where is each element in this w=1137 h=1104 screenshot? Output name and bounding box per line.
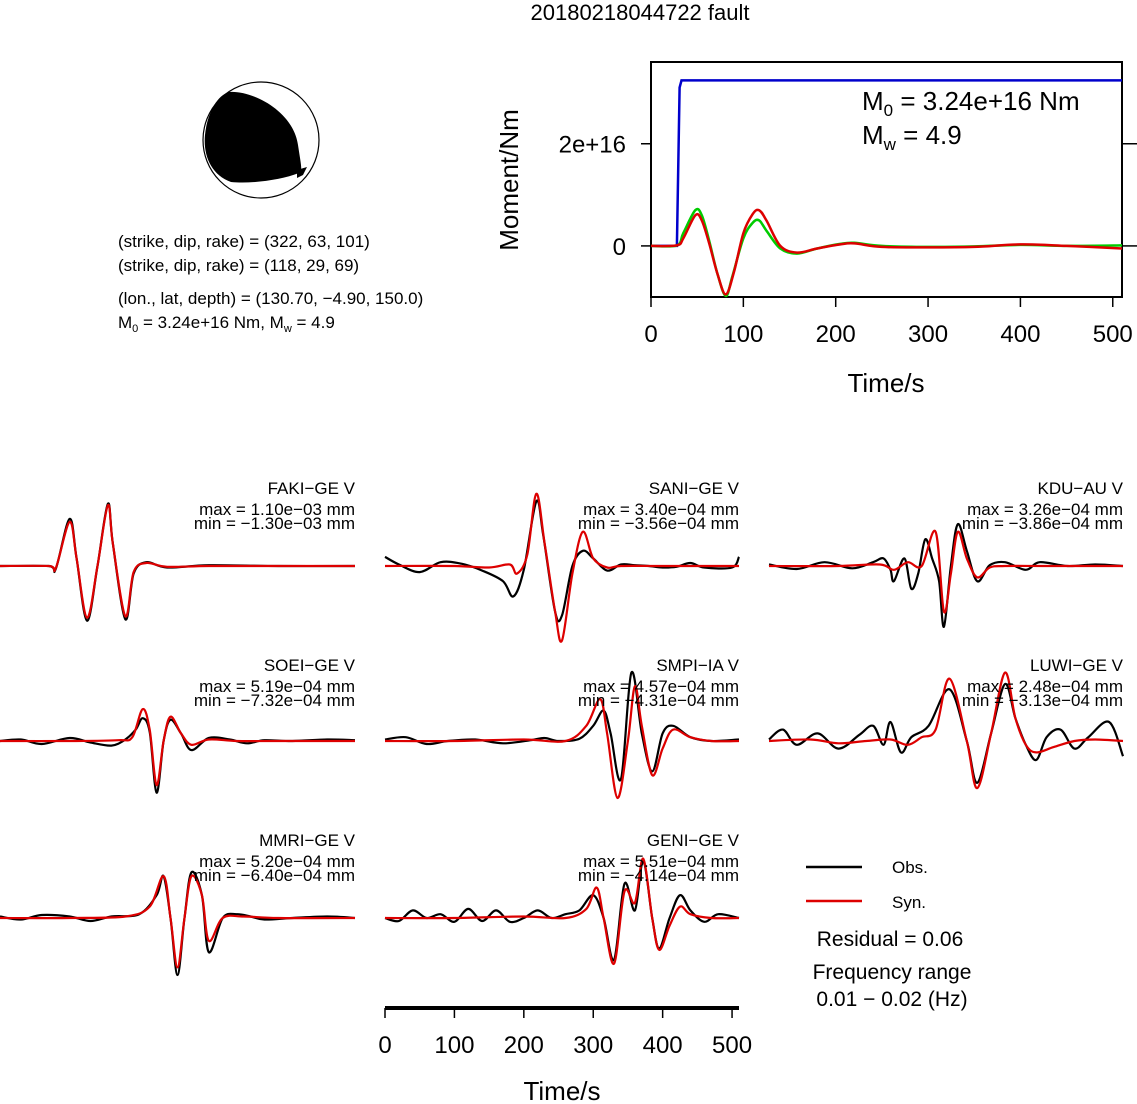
moment-annotation-mw: Mw = 4.9 xyxy=(862,120,962,154)
waveform-x-axis-label: Time/s xyxy=(523,1076,600,1104)
moment-series-line xyxy=(650,207,1123,298)
moment-x-tick-label: 0 xyxy=(644,321,657,348)
station-min-label: min = −1.30e−03 mm xyxy=(194,514,355,533)
moment-x-tick-label: 300 xyxy=(908,321,948,348)
station-min-label: min = −3.13e−04 mm xyxy=(962,691,1123,710)
waveform-time-axis: 0 100 200 300 400 500 Time/s xyxy=(378,1006,752,1104)
moment-x-tick-label: 100 xyxy=(723,321,763,348)
moment-function-chart: 0 100 200 300 400 500 0 2e+16 Moment/Nm Time/s… xyxy=(494,61,1137,398)
moment-summary: M0 = 3.24e+16 Nm, Mw = 4.9 xyxy=(118,313,335,335)
station-label: GENI−GE V xyxy=(647,831,740,850)
synthetic-waveform xyxy=(0,874,356,969)
station-min-label: min = −3.56e−04 mm xyxy=(578,514,739,533)
observed-waveform xyxy=(768,523,1124,628)
moment-y-axis-label: Moment/Nm xyxy=(494,109,524,251)
station-max-label: max = 4.57e−04 mm xyxy=(583,677,739,696)
station-max-label: max = 3.26e−04 mm xyxy=(967,500,1123,519)
synthetic-waveform xyxy=(0,707,355,787)
synthetic-waveform xyxy=(768,671,1124,790)
moment-series-line xyxy=(650,208,1123,296)
synthetic-waveform xyxy=(384,492,739,643)
synthetic-waveform xyxy=(768,529,1123,614)
figure-title: 20180218044722 fault xyxy=(531,0,750,25)
moment-x-tick-label: 500 xyxy=(1093,321,1133,348)
waveform-x-tick-label: 400 xyxy=(643,1032,683,1059)
moment-x-tick-label: 200 xyxy=(816,321,856,348)
station-label: LUWI−GE V xyxy=(1030,656,1124,675)
moment-y-tick-label: 0 xyxy=(613,234,626,261)
waveform-x-tick-label: 200 xyxy=(504,1032,544,1059)
waveform-x-tick-label: 100 xyxy=(434,1032,474,1059)
station-max-label: max = 2.48e−04 mm xyxy=(967,677,1123,696)
station-min-label: min = −7.32e−04 mm xyxy=(194,691,355,710)
synthetic-waveform xyxy=(0,503,355,619)
legend-obs-label: Obs. xyxy=(892,858,928,877)
station-max-label: max = 5.51e−04 mm xyxy=(583,852,739,871)
nodal-plane-2: (strike, dip, rake) = (118, 29, 69) xyxy=(118,256,359,275)
nodal-plane-1: (strike, dip, rake) = (322, 63, 101) xyxy=(118,232,370,251)
observed-waveform xyxy=(0,870,356,977)
moment-x-tick-label: 400 xyxy=(1000,321,1040,348)
station-label: SMPI−IA V xyxy=(656,656,739,675)
moment-y-tick-label: 2e+16 xyxy=(559,132,626,159)
station-min-label: min = −4.14e−04 mm xyxy=(578,866,739,885)
frequency-range-label: Frequency range xyxy=(813,961,972,984)
station-max-label: max = 3.40e−04 mm xyxy=(583,500,739,519)
station-min-label: min = −4.31e−04 mm xyxy=(578,691,739,710)
synthetic-waveform xyxy=(384,857,740,965)
waveform-x-tick-label: 500 xyxy=(712,1032,752,1059)
station-max-label: max = 5.19e−04 mm xyxy=(199,677,355,696)
beachball-compressional-quadrant xyxy=(204,91,302,183)
legend-syn-label: Syn. xyxy=(892,893,926,912)
beachball-small-quadrant xyxy=(297,167,307,178)
moment-annotation-m0: M0 = 3.24e+16 Nm xyxy=(862,86,1080,120)
station-label: MMRI−GE V xyxy=(259,831,356,850)
waveform-x-tick-label: 300 xyxy=(573,1032,613,1059)
station-label: SANI−GE V xyxy=(649,479,740,498)
station-label: SOEI−GE V xyxy=(264,656,356,675)
moment-x-axis-label: Time/s xyxy=(847,368,924,398)
legend: Obs. Syn. xyxy=(806,858,928,912)
station-max-label: max = 1.10e−03 mm xyxy=(199,500,355,519)
synthetic-waveform xyxy=(384,685,740,800)
residual-text: Residual = 0.06 xyxy=(817,928,964,951)
station-label: FAKI−GE V xyxy=(268,479,356,498)
location-depth: (lon., lat, depth) = (130.70, −4.90, 150… xyxy=(118,289,423,308)
beachball xyxy=(202,81,320,199)
observed-waveform xyxy=(384,671,740,782)
station-max-label: max = 5.20e−04 mm xyxy=(199,852,355,871)
waveform-x-tick-label: 0 xyxy=(378,1032,391,1059)
moment-plot-frame xyxy=(650,61,1123,298)
station-min-label: min = −6.40e−04 mm xyxy=(194,866,355,885)
mechanism-info: (strike, dip, rake) = (322, 63, 101) (st… xyxy=(118,232,423,335)
observed-waveform xyxy=(384,859,740,962)
station-min-label: min = −3.86e−04 mm xyxy=(962,514,1123,533)
frequency-range-value: 0.01 − 0.02 (Hz) xyxy=(816,988,967,1011)
station-label: KDU−AU V xyxy=(1038,479,1124,498)
